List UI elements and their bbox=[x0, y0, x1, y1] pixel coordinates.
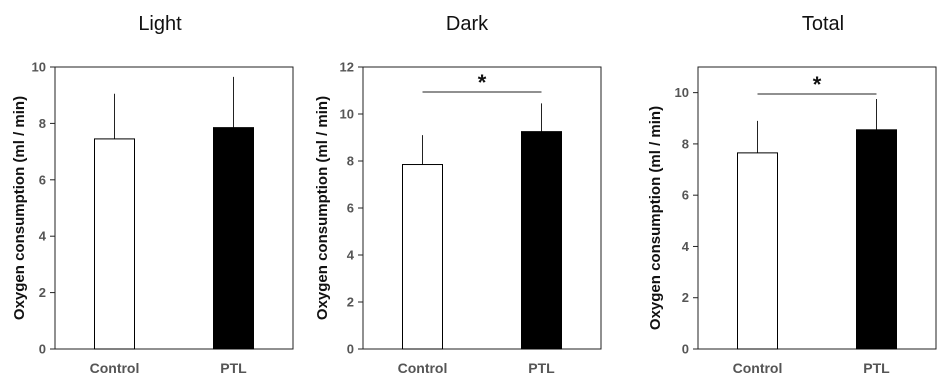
bar-ptl bbox=[521, 131, 562, 350]
plot-area: 0 2 4 6 8 10 Control PTL * bbox=[675, 66, 937, 376]
y-tick-label: 0 bbox=[39, 342, 46, 357]
y-tick-label: 10 bbox=[32, 60, 46, 75]
y-tick-label: 6 bbox=[347, 201, 354, 216]
y-tick-label: 8 bbox=[682, 136, 689, 151]
y-tick-label: 2 bbox=[347, 295, 354, 310]
chart-panel-dark: Dark Oxygen consumption (ml / min) 0 2 4 6 8… bbox=[314, 13, 602, 376]
bar-ptl bbox=[856, 129, 897, 350]
plot-frame bbox=[697, 66, 937, 350]
y-tick-label: 4 bbox=[39, 229, 47, 244]
y-tick-label: 10 bbox=[675, 85, 689, 100]
y-tick-label: 2 bbox=[682, 290, 689, 305]
significance-marker: * bbox=[813, 72, 822, 97]
x-category-label: PTL bbox=[220, 360, 247, 376]
y-tick-label: 8 bbox=[347, 154, 354, 169]
y-axis-label: Oxygen consumption (ml / min) bbox=[647, 106, 664, 330]
y-tick-label: 8 bbox=[39, 116, 46, 131]
bar-control bbox=[737, 152, 778, 350]
chart-title: Dark bbox=[446, 13, 489, 35]
plot-frame bbox=[362, 66, 602, 350]
plot-area: 0 2 4 6 8 10 12 Control PTL * bbox=[340, 60, 602, 376]
y-tick-label: 6 bbox=[39, 172, 46, 187]
x-category-label: PTL bbox=[528, 360, 555, 376]
chart-title: Total bbox=[802, 13, 844, 35]
y-axis-label: Oxygen consumption (ml / min) bbox=[11, 96, 28, 320]
y-tick-label: 6 bbox=[682, 188, 689, 203]
x-category-label: PTL bbox=[863, 360, 890, 376]
x-category-label: Control bbox=[398, 360, 448, 376]
bar-control bbox=[94, 138, 135, 350]
bar-ptl bbox=[213, 127, 254, 350]
x-category-label: Control bbox=[90, 360, 140, 376]
chart-title: Light bbox=[138, 13, 182, 35]
chart-panel-total: Total Oxygen consumption (ml / min) 0 2 4 6… bbox=[647, 13, 937, 376]
significance-marker: * bbox=[478, 70, 487, 95]
plot-frame bbox=[54, 66, 294, 350]
bar-control bbox=[402, 164, 443, 350]
y-tick-label: 4 bbox=[347, 248, 355, 263]
x-category-label: Control bbox=[733, 360, 783, 376]
plot-area: 0 2 4 6 8 10 Control PTL bbox=[32, 60, 294, 376]
y-tick-label: 10 bbox=[340, 107, 354, 122]
y-tick-label: 4 bbox=[682, 239, 690, 254]
y-tick-label: 2 bbox=[39, 285, 46, 300]
y-axis-label: Oxygen consumption (ml / min) bbox=[314, 96, 331, 320]
y-tick-label: 12 bbox=[340, 60, 354, 75]
y-tick-label: 0 bbox=[682, 342, 689, 357]
chart-panel-light: Light Oxygen consumption (ml / min) 0 2 4 6… bbox=[11, 13, 294, 376]
y-tick-label: 0 bbox=[347, 342, 354, 357]
